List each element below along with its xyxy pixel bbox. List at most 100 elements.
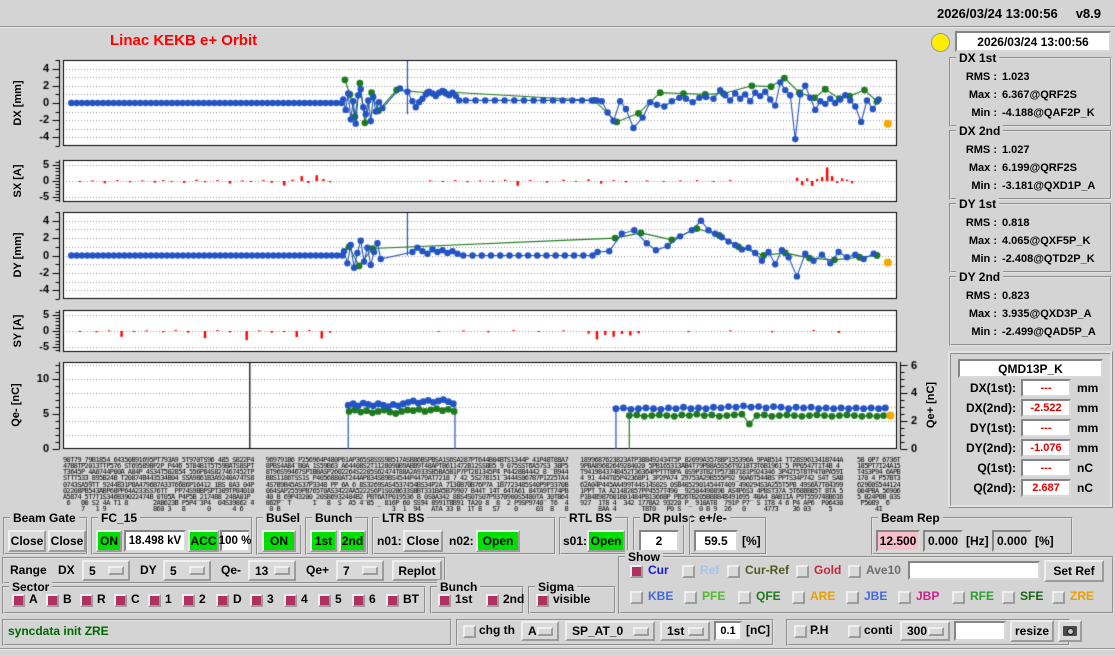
- fc15-on-button[interactable]: ON: [96, 530, 122, 552]
- show-qfe-checkbox[interactable]: [738, 591, 751, 604]
- show-jbe-label[interactable]: JBE: [864, 589, 888, 603]
- show-zre-checkbox[interactable]: [1052, 591, 1065, 604]
- sector-a-checkbox[interactable]: [12, 594, 25, 607]
- conti-label[interactable]: conti: [864, 623, 893, 637]
- resize-button[interactable]: resize: [1010, 620, 1054, 642]
- threshold-field[interactable]: 0.1: [714, 621, 742, 641]
- show-qfe-label[interactable]: QFE: [756, 589, 781, 603]
- show-kbe-checkbox[interactable]: [630, 591, 643, 604]
- show-ref-label[interactable]: Ref: [700, 563, 720, 577]
- sector-5-checkbox[interactable]: [318, 594, 331, 607]
- range-label: Range: [10, 563, 47, 577]
- sector-5-label[interactable]: 5: [335, 592, 342, 606]
- dr-pulse-field[interactable]: 2: [639, 530, 679, 552]
- ph-label[interactable]: P.H: [810, 623, 829, 637]
- bunch-2nd-label[interactable]: 2nd: [503, 592, 525, 606]
- sigma-visible-checkbox[interactable]: [536, 594, 549, 607]
- sector-d-label[interactable]: D: [233, 592, 242, 606]
- replot-button[interactable]: Replot: [392, 560, 442, 581]
- show-ave10-label[interactable]: Ave10: [866, 563, 901, 577]
- ltr-n02-open-button[interactable]: Open: [476, 530, 520, 552]
- show-cur-ref-checkbox[interactable]: [727, 565, 740, 578]
- sector-3-checkbox[interactable]: [250, 594, 263, 607]
- show-pfe-label[interactable]: PFE: [702, 589, 726, 603]
- sector-b-checkbox[interactable]: [46, 594, 59, 607]
- th-sector-dropdown[interactable]: A: [521, 621, 559, 641]
- sp-device-dropdown[interactable]: SP_AT_0: [565, 621, 655, 641]
- show-cur-label[interactable]: Cur: [648, 563, 669, 577]
- bunch-2nd-checkbox[interactable]: [486, 594, 499, 607]
- show-cur-checkbox[interactable]: [630, 565, 643, 578]
- show-ref-checkbox[interactable]: [682, 565, 695, 578]
- beam-gate-close2-button[interactable]: Close: [48, 530, 86, 552]
- show-jbp-checkbox[interactable]: [898, 591, 911, 604]
- show-gold-checkbox[interactable]: [796, 565, 809, 578]
- busel-on-button[interactable]: ON: [262, 530, 296, 552]
- sector-2-checkbox[interactable]: [182, 594, 195, 607]
- sector-1-checkbox[interactable]: [148, 594, 161, 607]
- sector-bt-label[interactable]: BT: [403, 592, 419, 606]
- bunch-2nd-button[interactable]: 2nd: [339, 530, 366, 552]
- sector-bt-checkbox[interactable]: [386, 594, 399, 607]
- ref-name-input[interactable]: [908, 561, 1040, 580]
- show-zre-label[interactable]: ZRE: [1070, 589, 1094, 603]
- show-rfe-checkbox[interactable]: [952, 591, 965, 604]
- beam-gate-close1-button[interactable]: Close: [8, 530, 46, 552]
- sector-3-label[interactable]: 3: [267, 592, 274, 606]
- set-ref-button[interactable]: Set Ref: [1044, 560, 1104, 582]
- beam-rep-hz-unit: [Hz]: [966, 534, 989, 548]
- show-cur-ref-label[interactable]: Cur-Ref: [745, 563, 789, 577]
- show-rfe-label[interactable]: RFE: [970, 589, 994, 603]
- sector-6-checkbox[interactable]: [352, 594, 365, 607]
- epe-ratio-field[interactable]: 59.5: [694, 530, 738, 552]
- fc15-acc-button[interactable]: ACC: [188, 530, 219, 552]
- range-qep-dropdown[interactable]: 7: [336, 560, 384, 581]
- range-dy-dropdown[interactable]: 5: [163, 560, 211, 581]
- chg-th-label[interactable]: chg th: [479, 623, 515, 637]
- threshold-panel: [456, 619, 774, 646]
- show-pfe-checkbox[interactable]: [684, 591, 697, 604]
- bunch-1st-label[interactable]: 1st: [455, 592, 473, 606]
- fc15-kv-field[interactable]: 18.498 kV: [124, 530, 186, 552]
- chg-th-checkbox[interactable]: [463, 625, 476, 638]
- bunch-1st-button[interactable]: 1st: [310, 530, 337, 552]
- extra-input[interactable]: [954, 621, 1006, 641]
- show-ave10-checkbox[interactable]: [848, 565, 861, 578]
- show-jbe-checkbox[interactable]: [846, 591, 859, 604]
- bpm-monitor-title[interactable]: QMD13P_K: [958, 359, 1103, 378]
- sector-d-checkbox[interactable]: [216, 594, 229, 607]
- sector-c-checkbox[interactable]: [114, 594, 127, 607]
- sector-6-label[interactable]: 6: [369, 592, 376, 606]
- sigma-visible-label[interactable]: visible: [553, 592, 591, 606]
- bunch-1st-checkbox[interactable]: [438, 594, 451, 607]
- fc15-percent-field[interactable]: 100 %: [219, 530, 251, 552]
- rtl-s01-open-button[interactable]: Open: [587, 530, 625, 552]
- sector-4-checkbox[interactable]: [284, 594, 297, 607]
- monitor-row-unit: nC: [1077, 461, 1093, 475]
- show-are-label[interactable]: ARE: [810, 589, 836, 603]
- sector-r-checkbox[interactable]: [80, 594, 93, 607]
- sector-4-label[interactable]: 4: [301, 592, 308, 606]
- show-jbp-label[interactable]: JBP: [916, 589, 940, 603]
- stats-group-title: DX 1st: [956, 51, 1000, 65]
- range-dx-dropdown[interactable]: 5: [82, 560, 130, 581]
- show-kbe-label[interactable]: KBE: [648, 589, 674, 603]
- sector-r-label[interactable]: R: [97, 592, 106, 606]
- beam-rep-actual-hz: 0.000: [923, 530, 963, 552]
- show-sfe-checkbox[interactable]: [1002, 591, 1015, 604]
- show-gold-label[interactable]: Gold: [814, 563, 842, 577]
- show-are-checkbox[interactable]: [792, 591, 805, 604]
- ph-checkbox[interactable]: [794, 625, 807, 638]
- sector-2-label[interactable]: 2: [199, 592, 206, 606]
- show-sfe-label[interactable]: SFE: [1020, 589, 1044, 603]
- th-bunch-dropdown[interactable]: 1st: [660, 621, 710, 641]
- range-qem-dropdown[interactable]: 13: [248, 560, 296, 581]
- points-dropdown[interactable]: 300: [900, 621, 950, 641]
- camera-button[interactable]: [1058, 620, 1082, 642]
- sector-a-label[interactable]: A: [29, 592, 38, 606]
- sector-b-label[interactable]: B: [63, 592, 72, 606]
- sector-1-label[interactable]: 1: [165, 592, 172, 606]
- sector-c-label[interactable]: C: [131, 592, 140, 606]
- conti-checkbox[interactable]: [848, 625, 861, 638]
- ltr-n01-close-button[interactable]: Close: [403, 530, 443, 552]
